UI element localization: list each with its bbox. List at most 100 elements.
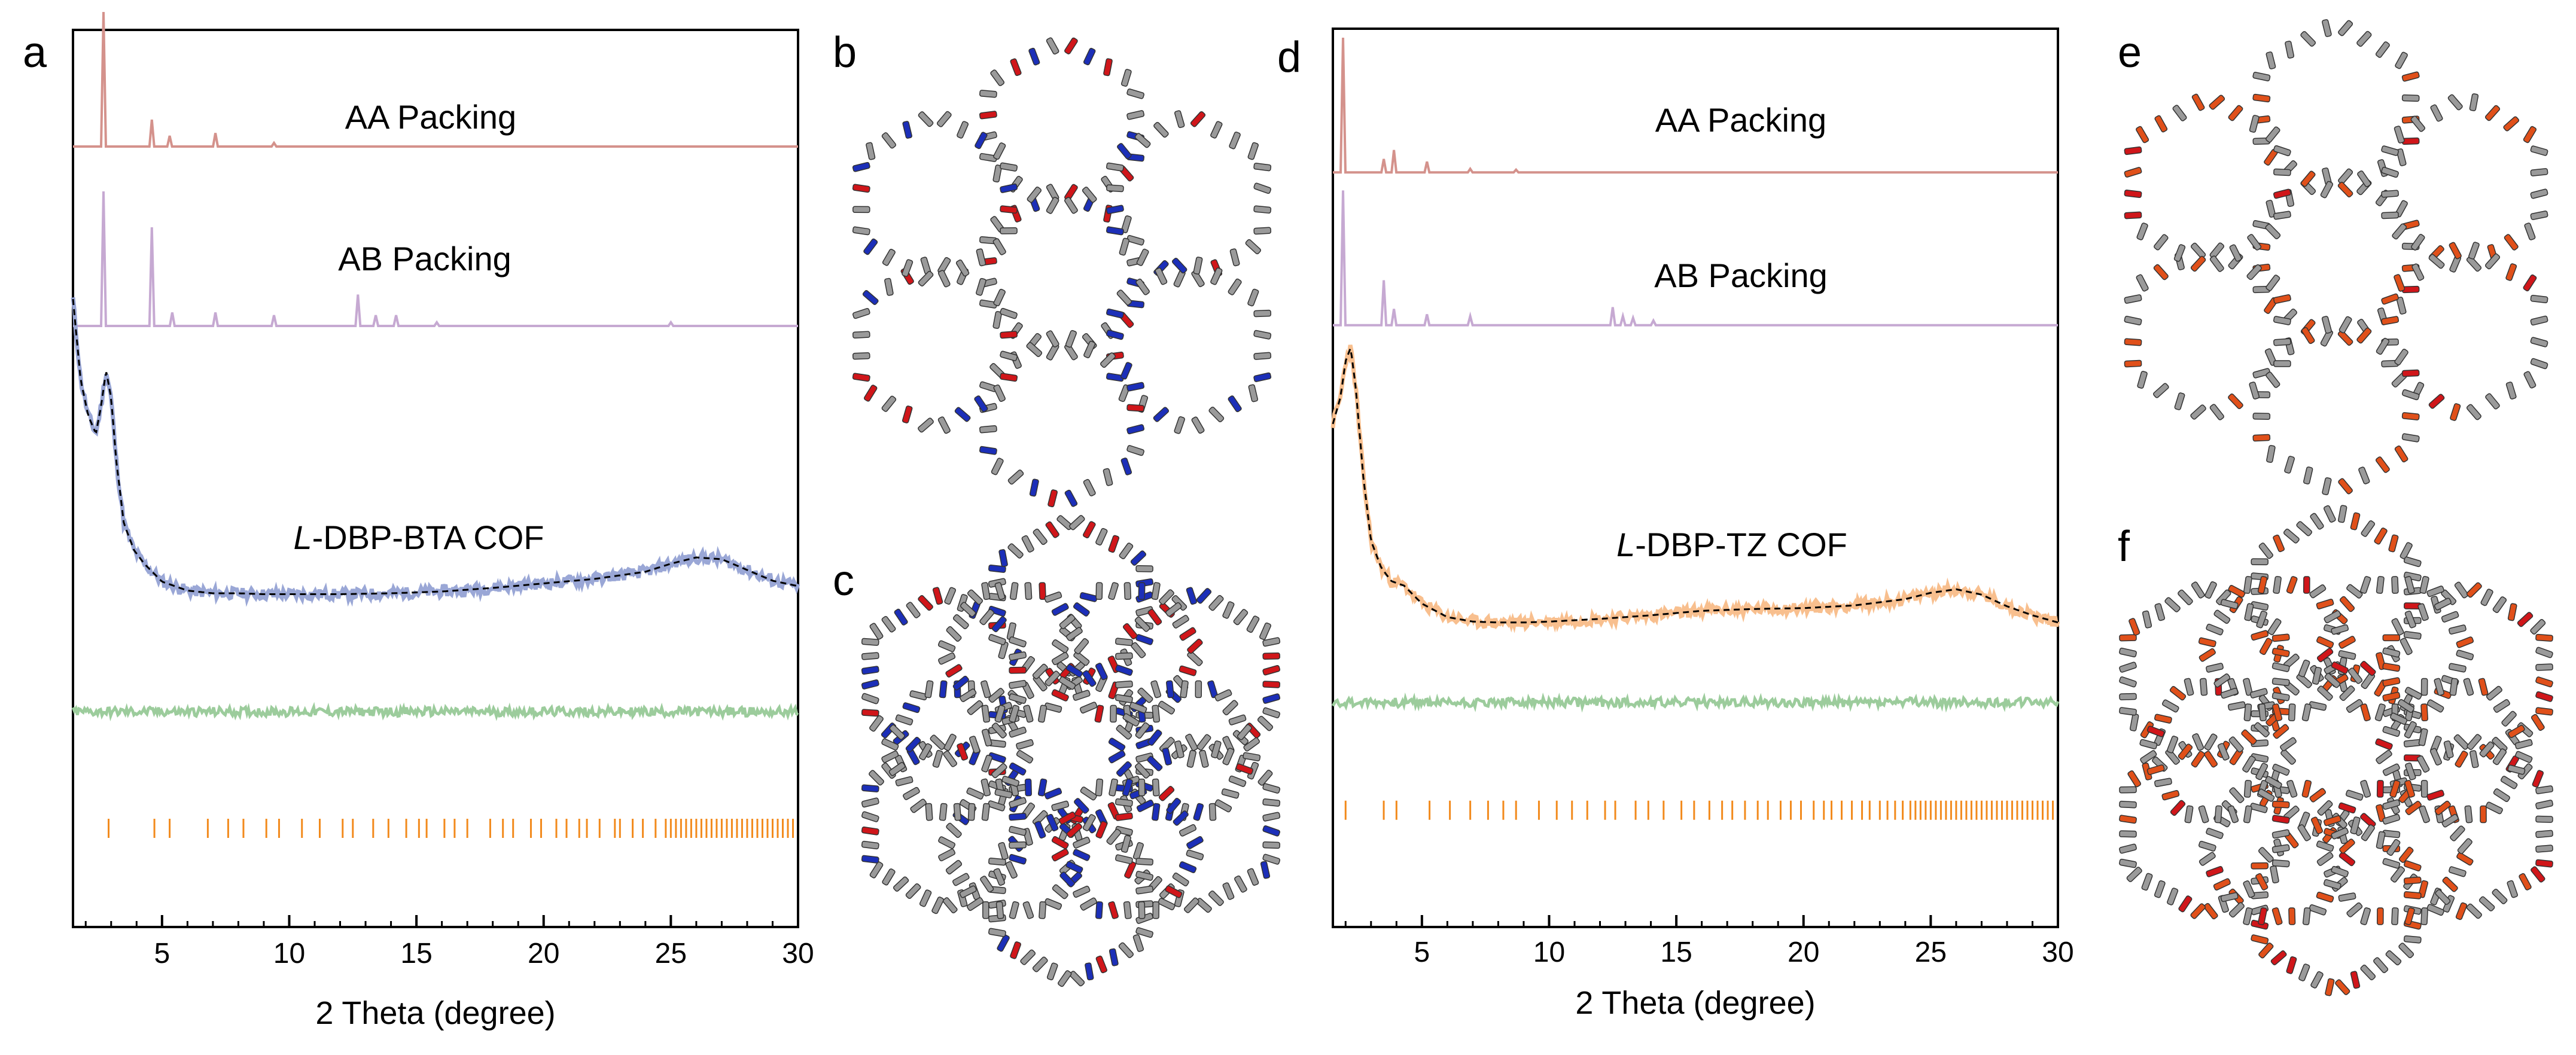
atom-block [2331, 865, 2349, 877]
atom-block [2323, 815, 2341, 827]
atom-block [2416, 755, 2430, 773]
atom-block [2361, 520, 2376, 537]
atom-block [2338, 802, 2356, 814]
sample-label-tz: L-DBP-TZ COF [1616, 526, 1847, 563]
atom-block [1119, 237, 1129, 256]
atom-block [1051, 603, 1069, 616]
atom-block [1132, 934, 1144, 952]
atom-block [2507, 880, 2518, 898]
atom-block [1120, 458, 1132, 475]
atom-block [2206, 828, 2224, 839]
atom-block [1135, 885, 1154, 895]
atom-block [1262, 853, 1281, 865]
x-axis-ticks: 5 10 15 20 25 30 [84, 915, 814, 969]
atom-block [1082, 187, 1097, 203]
atom-block [2204, 733, 2218, 751]
atom-block [2273, 576, 2282, 594]
atom-block [2535, 676, 2553, 688]
atom-block [2360, 780, 2371, 798]
atom-block [2119, 661, 2137, 673]
atom-block [919, 743, 933, 761]
atom-block [2300, 31, 2316, 47]
atom-block [1262, 707, 1281, 718]
atom-block [2339, 838, 2355, 854]
atom-block [1106, 184, 1124, 193]
sample-label-prefix: L [1616, 526, 1635, 563]
atom-block [1243, 737, 1260, 752]
atom-block [2228, 393, 2243, 410]
atom-block [2119, 800, 2137, 809]
atom-block [1134, 763, 1150, 779]
atom-block [2455, 902, 2468, 920]
atom-block [1158, 786, 1175, 801]
atom-block [2272, 703, 2283, 721]
atom-block [2141, 873, 2153, 891]
atom-block [992, 311, 1002, 329]
atom-block [2338, 892, 2356, 902]
atom-block [2339, 596, 2355, 612]
atom-block [2530, 337, 2548, 347]
atom-block [881, 738, 899, 751]
atom-block [909, 690, 928, 700]
atom-block [2504, 234, 2519, 251]
x-axis-ticks: 5 10 15 20 25 30 [1344, 915, 2074, 968]
atom-block [2129, 713, 2139, 731]
atom-block [1095, 778, 1104, 797]
refined-fit-line [72, 298, 799, 595]
atom-block [1247, 868, 1259, 886]
atom-block [2243, 576, 2252, 594]
x-tick-label: 30 [2042, 937, 2073, 968]
atom-block [894, 608, 908, 626]
atom-block [919, 889, 932, 907]
atom-block [1253, 182, 1271, 194]
atom-block [2514, 739, 2533, 749]
atom-block [936, 111, 952, 127]
atom-block [2382, 647, 2401, 658]
atom-block [2154, 603, 2166, 621]
atom-block [2331, 624, 2349, 635]
atom-block [862, 290, 879, 305]
atom-block [2119, 815, 2137, 824]
atom-block [1120, 215, 1132, 233]
atom-block [2466, 255, 2482, 272]
atom-block [2192, 733, 2204, 751]
atom-block [2426, 904, 2444, 916]
atom-block [979, 446, 997, 455]
atom-block [1208, 803, 1217, 821]
atom-block [1115, 638, 1133, 647]
atom-block [1016, 750, 1034, 764]
atom-block [2396, 148, 2407, 166]
atom-block [1027, 187, 1042, 203]
atom-block [988, 564, 1006, 573]
atom-block [2360, 703, 2371, 721]
atom-block [2273, 724, 2289, 739]
simulated-pattern-line [73, 191, 798, 327]
atom-block [2523, 274, 2537, 292]
atom-block [2434, 800, 2451, 816]
atom-block [2457, 838, 2473, 855]
atom-block [2209, 94, 2225, 110]
atom-block [2535, 647, 2553, 658]
atom-block [1262, 825, 1280, 837]
atom-block [2426, 789, 2444, 801]
atom-block [997, 934, 1010, 952]
atom-block [1147, 609, 1162, 626]
atom-block [1135, 565, 1153, 572]
atom-block [2229, 787, 2245, 803]
atom-block [1039, 901, 1047, 919]
atom-block [2466, 404, 2481, 420]
atom-block [2337, 505, 2347, 523]
atom-block [861, 652, 879, 660]
atom-block [1174, 740, 1185, 758]
atom-block [2190, 903, 2206, 919]
atom-block [2301, 779, 2312, 798]
x-tick-label: 15 [400, 938, 432, 969]
atom-block [924, 680, 934, 699]
atom-block [1108, 582, 1119, 600]
atom-block [2119, 830, 2137, 838]
atom-block [2346, 584, 2363, 599]
atom-block [2191, 751, 2205, 768]
atom-block [1046, 37, 1059, 55]
atom-block [945, 664, 963, 678]
atom-block [2484, 105, 2501, 121]
